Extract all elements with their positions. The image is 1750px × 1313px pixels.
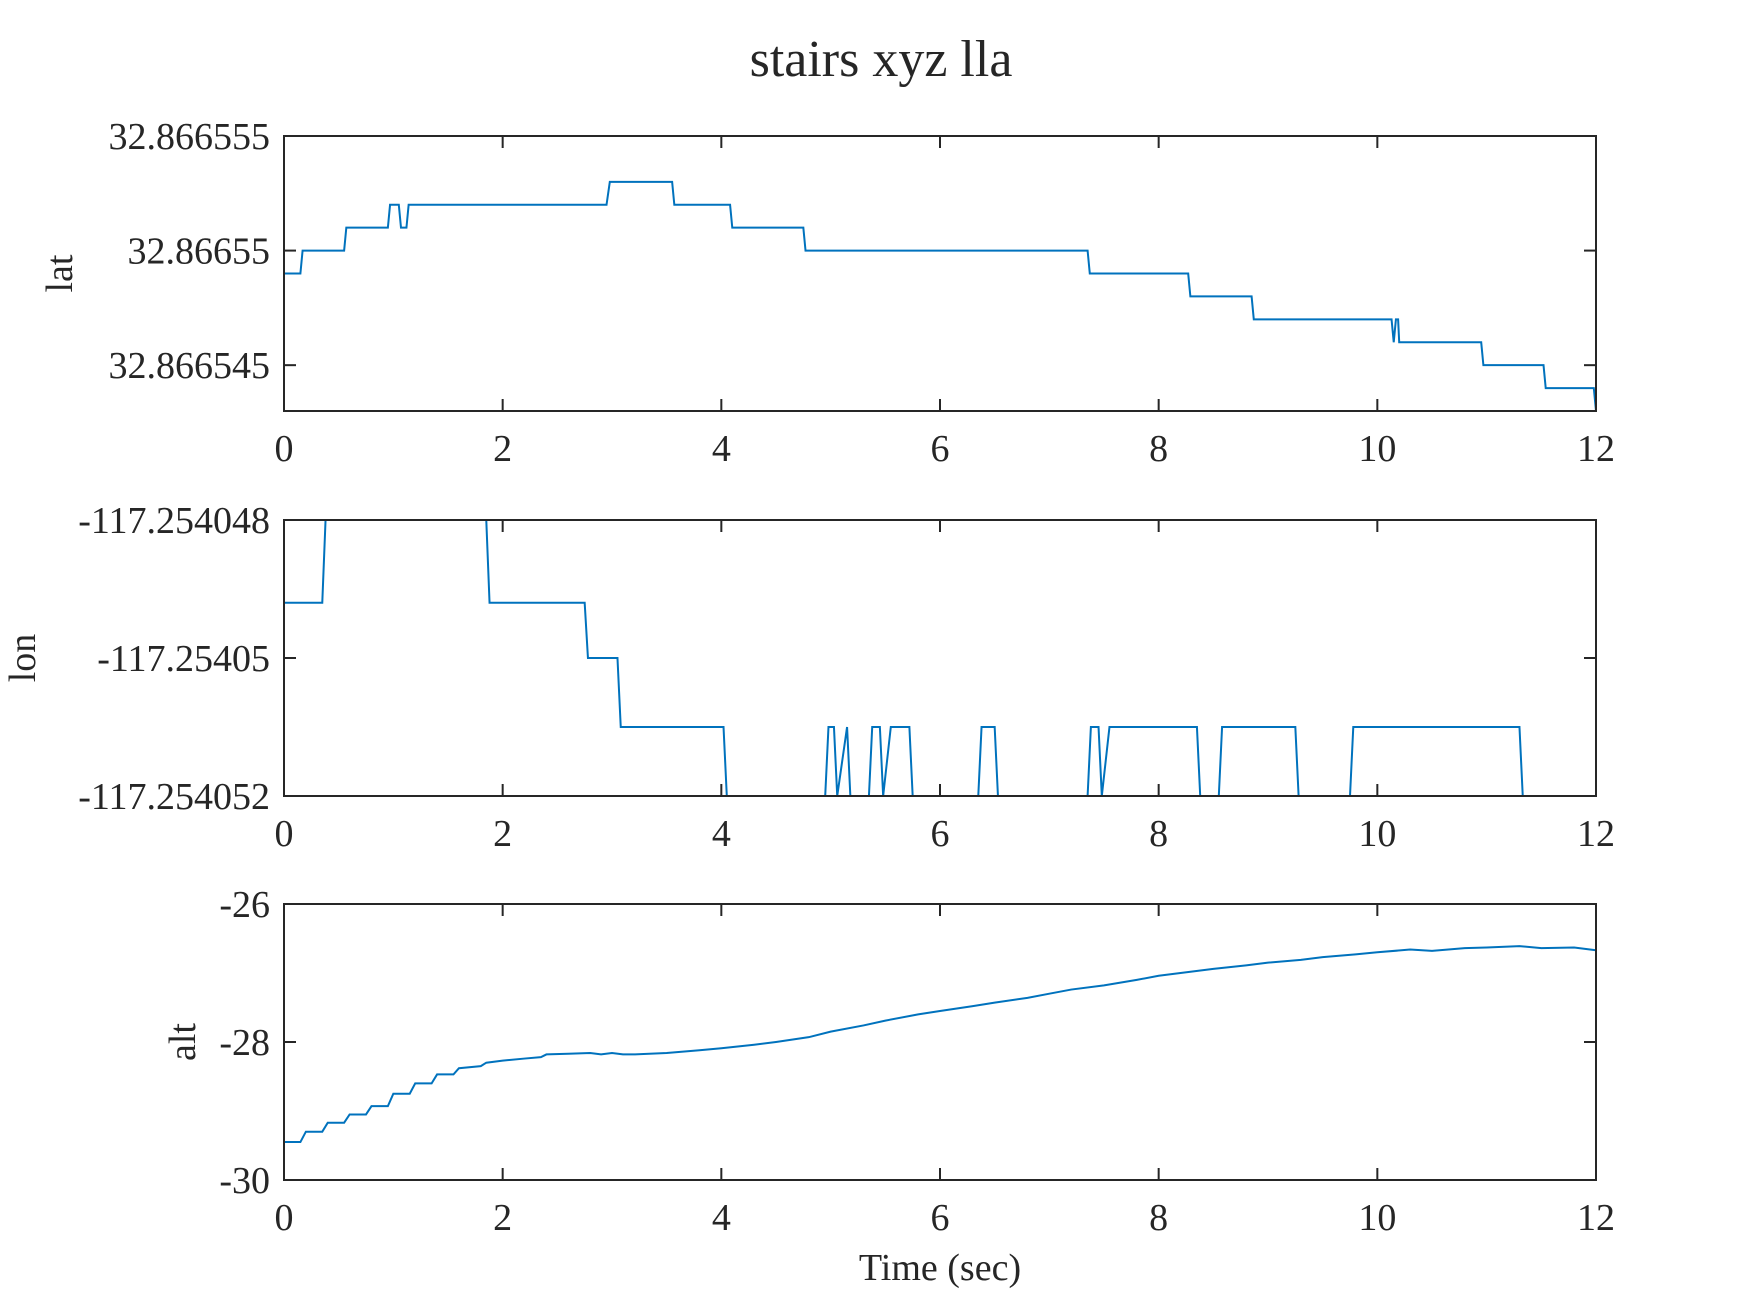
plots: 0 2 4 6 8 10 12 32.866555 32.86655 32.866545 lat 0 2…	[2, 116, 1615, 1289]
y-tick-label: -117.25405	[97, 638, 270, 680]
x-tick-label: 6	[931, 1197, 950, 1239]
x-tick-label: 10	[1358, 1197, 1396, 1239]
x-tick-label: 8	[1149, 428, 1168, 470]
x-tick-label: 6	[931, 813, 950, 855]
series-line-lat	[284, 180, 1597, 412]
x-tick-label: 4	[712, 428, 731, 470]
x-tick-label: 2	[493, 1197, 512, 1239]
x-tick-label: 8	[1149, 813, 1168, 855]
x-tick-label: 4	[712, 1197, 731, 1239]
x-tick-label: 2	[493, 813, 512, 855]
x-tick-label: 12	[1577, 1197, 1615, 1239]
axes-box-lon	[283, 519, 1597, 797]
y-tick-label: 32.86655	[128, 231, 271, 273]
x-tick-label: 6	[931, 428, 950, 470]
axes-box-lat	[283, 135, 1597, 412]
y-tick-label: 32.866555	[109, 116, 271, 158]
y-axis-label: lon	[2, 634, 44, 683]
x-tick-label: 12	[1577, 813, 1615, 855]
y-tick-label: -26	[219, 884, 270, 926]
series-line-alt	[284, 945, 1597, 1144]
axes-box-alt	[283, 903, 1597, 1181]
chart-title: stairs xyz lla	[750, 31, 1013, 88]
x-tick-label: 10	[1358, 428, 1396, 470]
y-tick-label: -30	[219, 1160, 270, 1202]
subplot-lon: 0 2 4 6 8 10 12 -117.254048 -117.25405 -117.25405…	[2, 500, 1615, 855]
x-tick-label: 2	[493, 428, 512, 470]
subplot-lat: 0 2 4 6 8 10 12 32.866555 32.86655 32.866545 lat	[39, 116, 1615, 470]
x-axis-label: Time (sec)	[859, 1247, 1021, 1289]
series-line-lon	[284, 519, 1596, 797]
y-axis-label: alt	[162, 1023, 204, 1061]
x-tick-label: 0	[275, 813, 294, 855]
x-tick-label: 4	[712, 813, 731, 855]
y-tick-label: -117.254048	[78, 500, 270, 542]
subplot-alt: 0 2 4 6 8 10 12 -26 -28 -30 alt Time (sec)	[162, 884, 1615, 1289]
y-tick-label: -28	[219, 1022, 270, 1064]
x-tick-label: 0	[275, 428, 294, 470]
x-tick-label: 0	[275, 1197, 294, 1239]
x-tick-label: 8	[1149, 1197, 1168, 1239]
y-axis-label: lat	[39, 254, 81, 292]
x-tick-label: 12	[1577, 428, 1615, 470]
x-tick-label: 10	[1358, 813, 1396, 855]
y-tick-label: 32.866545	[109, 345, 271, 387]
y-tick-label: -117.254052	[78, 776, 270, 818]
